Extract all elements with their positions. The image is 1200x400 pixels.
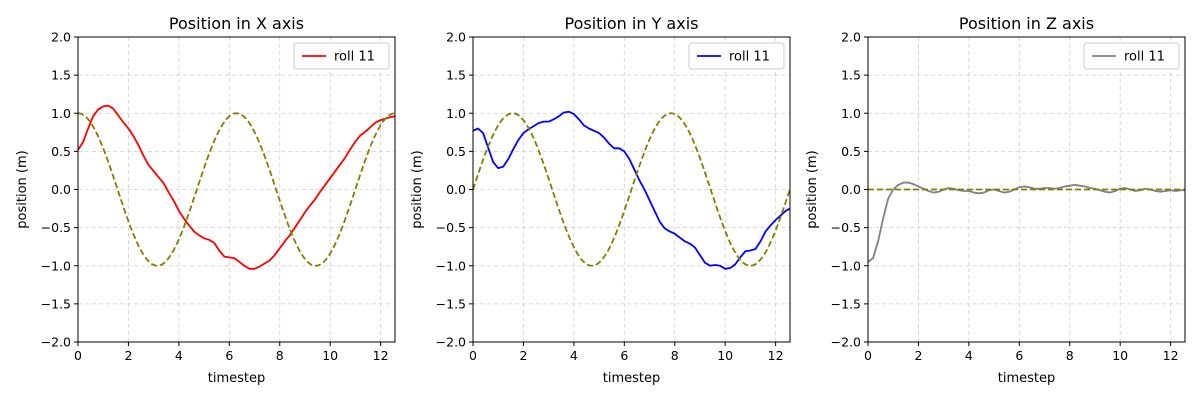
x-tick-label: 2 [914,348,922,363]
y-tick-label: 1.0 [446,106,466,121]
x-tick-label: 12 [373,348,389,363]
y-tick-label: 0.5 [446,144,466,159]
x-axis-label: timestep [208,371,266,386]
x-tick-label: 6 [225,348,233,363]
x-tick-label: 0 [469,348,477,363]
x-tick-label: 6 [1015,348,1023,363]
x-tick-label: 10 [717,348,733,363]
series-line-roll [77,104,396,270]
y-tick-label: −1.5 [436,296,466,311]
y-tick-label: −1.0 [41,258,71,273]
legend-box [688,42,785,70]
y-tick-label: −0.5 [41,220,71,235]
x-tick-label: 0 [74,348,82,363]
y-axis-label: position (m) [15,150,30,228]
x-tick-label: 4 [965,348,973,363]
y-tick-label: −1.5 [831,296,861,311]
chart-title: Position in X axis [169,14,304,33]
legend-label: roll 11 [729,50,770,65]
x-tick-label: 2 [124,348,132,363]
chart-panel-2: 0 2 4 6 8 10 12 −2.0 −1.5 −1.0 −0.5 0.0 0.5 1.0 1.5 2.0… [410,14,791,386]
y-tick-label: −2.0 [436,335,466,350]
legend: roll 11 [688,42,785,70]
y-tick-label: 0.5 [841,144,861,159]
legend-label: roll 11 [334,50,375,65]
y-tick-label: 0.0 [51,182,71,197]
y-tick-label: 2.0 [446,30,466,45]
y-tick-label: −1.5 [41,296,71,311]
y-tick-label: 2.0 [51,30,71,45]
reference-line [77,112,396,267]
y-axis-label: position (m) [410,150,425,228]
legend-box [1083,42,1180,70]
legend-box [293,42,390,70]
y-tick-label: 1.0 [841,106,861,121]
legend: roll 11 [1083,42,1180,70]
y-tick-label: 1.5 [446,68,466,83]
y-tick-label: 0.0 [446,182,466,197]
x-tick-label: 8 [276,348,284,363]
y-tick-label: −1.0 [436,258,466,273]
y-tick-label: 1.5 [841,68,861,83]
y-axis-label: position (m) [805,150,820,228]
x-axis-label: timestep [603,371,661,386]
legend-label: roll 11 [1124,50,1165,65]
y-tick-label: 2.0 [841,30,861,45]
chart-title: Position in Z axis [959,14,1094,33]
chart-panel-3: 0 2 4 6 8 10 12 −2.0 −1.5 −1.0 −0.5 0.0 0.5 1.0 1.5 2.0… [805,14,1186,386]
y-tick-label: −1.0 [831,258,861,273]
x-tick-label: 8 [1066,348,1074,363]
y-tick-label: 0.5 [51,144,71,159]
reference-line [472,112,791,267]
y-tick-label: 1.0 [51,106,71,121]
x-tick-label: 4 [175,348,183,363]
x-tick-label: 10 [322,348,338,363]
x-tick-label: 10 [1112,348,1128,363]
y-tick-label: 1.5 [51,68,71,83]
x-tick-label: 4 [570,348,578,363]
x-tick-label: 8 [671,348,679,363]
x-tick-label: 0 [864,348,872,363]
chart-title: Position in Y axis [565,14,699,33]
x-tick-label: 6 [620,348,628,363]
y-tick-label: −0.5 [436,220,466,235]
legend: roll 11 [293,42,390,70]
x-axis-label: timestep [998,371,1056,386]
y-tick-label: −2.0 [41,335,71,350]
chart-panel-1: 0 2 4 6 8 10 12 −2.0 −1.5 −1.0 −0.5 0.0 0.5 1.0 1.5 2.0… [15,14,396,386]
y-tick-label: 0.0 [841,182,861,197]
series-line-roll [867,181,1185,263]
y-tick-label: −2.0 [831,335,861,350]
x-tick-label: 12 [1163,348,1179,363]
x-tick-label: 2 [519,348,527,363]
y-tick-label: −0.5 [831,220,861,235]
series-line-roll [472,110,791,270]
x-tick-label: 12 [768,348,784,363]
